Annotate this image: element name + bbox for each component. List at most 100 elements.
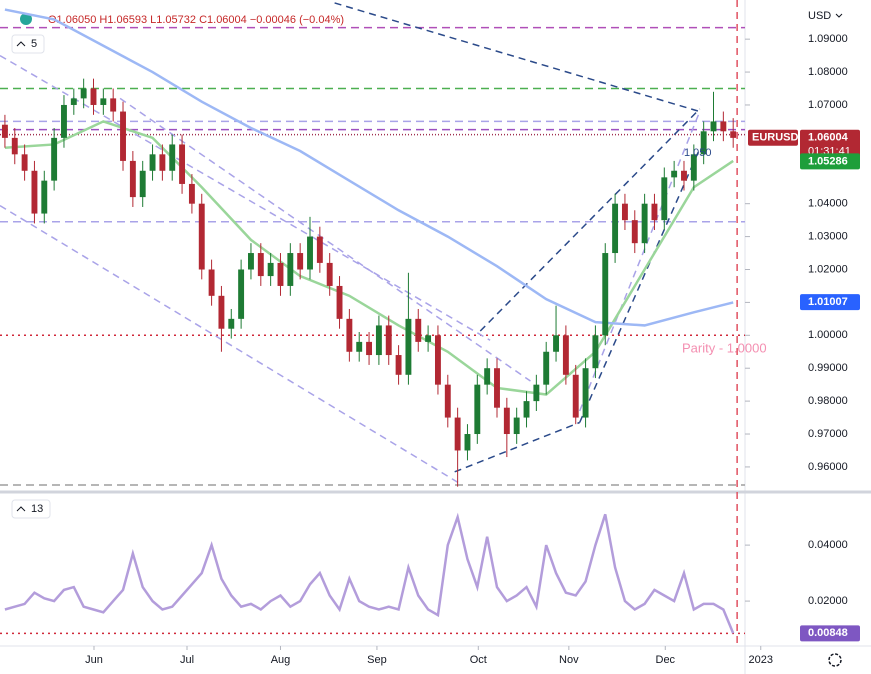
x-tick-label: Dec — [656, 654, 676, 666]
y-tick-label: 1.04000 — [808, 198, 848, 210]
currency-arrow[interactable] — [835, 13, 843, 18]
candle-body — [444, 384, 451, 418]
candle-body — [277, 262, 284, 286]
candle-body — [11, 137, 18, 155]
candle-body — [592, 335, 599, 369]
candle-body — [31, 170, 38, 214]
price-tag — [800, 153, 860, 170]
candle-body — [248, 253, 254, 270]
candle-body — [356, 341, 363, 352]
x-tick-label: Sep — [367, 654, 387, 666]
candle-body — [553, 335, 559, 352]
indicator-collapse[interactable] — [11, 499, 51, 519]
indicator-collapse[interactable] — [11, 34, 45, 54]
candle-body — [523, 401, 530, 418]
candle-body — [415, 318, 422, 342]
candle-body — [326, 262, 333, 286]
channel-label: 1.050 — [684, 147, 712, 159]
candle-body — [1, 124, 8, 138]
candle-body — [503, 407, 510, 435]
interval: 5 — [31, 38, 37, 50]
status-icon[interactable] — [20, 13, 32, 25]
candle-body — [700, 131, 707, 155]
candle-body — [582, 368, 589, 418]
candle-body — [710, 121, 717, 132]
trend-line — [0, 205, 460, 485]
candle-body — [100, 98, 107, 105]
candle-body — [257, 253, 264, 277]
trend-line — [578, 111, 701, 412]
price-tag-label: 1.05286 — [808, 155, 848, 167]
candle-body — [346, 318, 353, 352]
candle-body — [730, 131, 737, 138]
candle-body — [562, 335, 569, 375]
y-tick-label: 0.04000 — [808, 539, 848, 551]
candle-body — [51, 137, 58, 181]
y-tick-label: 1.07000 — [808, 99, 848, 111]
y-tick-label: 1.02000 — [808, 263, 848, 275]
candle-body — [366, 341, 373, 356]
y-tick-label: 1.00000 — [808, 329, 848, 341]
candle-body — [612, 203, 619, 254]
y-tick-label: 1.09000 — [808, 33, 848, 45]
chevron — [16, 41, 26, 47]
symbol-label: EURUSD — [752, 132, 799, 144]
candle-body — [513, 417, 520, 435]
x-tick-label: Jul — [180, 654, 194, 666]
candle-body — [572, 374, 579, 418]
candle-body — [120, 111, 126, 161]
price-tag-label: 0.00848 — [808, 627, 848, 639]
y-tick-label: 0.99000 — [808, 362, 848, 374]
price-tag — [800, 294, 860, 311]
candle-body — [425, 335, 432, 342]
candle-body — [621, 203, 628, 221]
trend-line — [334, 2, 700, 113]
candle-body — [395, 355, 402, 375]
candle-body — [218, 295, 225, 329]
y-tick-label: 0.98000 — [808, 395, 848, 407]
candle-body — [21, 154, 28, 171]
x-tick-label: 2023 — [749, 654, 773, 666]
candle-body — [139, 170, 146, 198]
candle-body — [80, 88, 87, 99]
price-tag — [800, 625, 860, 642]
candle-body — [169, 144, 176, 171]
candle-body — [464, 434, 471, 451]
candle-body — [602, 253, 609, 336]
candle-body — [641, 203, 648, 244]
trend-line — [479, 108, 701, 332]
candle-body — [474, 384, 481, 435]
candle-body — [651, 203, 658, 221]
chevron — [16, 506, 26, 512]
candle-body — [543, 351, 550, 385]
candle-body — [149, 154, 156, 171]
candle-body — [316, 236, 323, 263]
candle-body — [70, 98, 77, 105]
candle-body — [336, 285, 343, 319]
settings-icon[interactable] — [828, 653, 842, 667]
x-tick-label: Oct — [470, 654, 487, 666]
trend-line — [578, 148, 701, 423]
candle-body — [228, 318, 235, 329]
candle-body — [720, 121, 727, 132]
candle-body — [405, 318, 412, 375]
x-tick-label: Nov — [559, 654, 579, 666]
candle-body — [238, 269, 245, 319]
candle-body — [454, 417, 461, 451]
candle-body — [159, 154, 166, 171]
candle-body — [484, 368, 491, 385]
x-tick-label: Aug — [271, 654, 291, 666]
y-tick-label: 1.03000 — [808, 230, 848, 242]
candle-body — [681, 170, 687, 181]
parity-label: Parity - 1.0000 — [682, 341, 767, 356]
candle-body — [385, 325, 392, 356]
candle-body — [375, 325, 382, 356]
price-tag-label: 1.06004 — [808, 132, 849, 144]
moving-average — [4, 120, 734, 396]
candle-body — [297, 253, 304, 270]
candle-body — [434, 335, 441, 385]
candle-body — [661, 177, 668, 221]
currency[interactable]: USD — [808, 10, 831, 22]
indicator-line — [4, 512, 735, 634]
